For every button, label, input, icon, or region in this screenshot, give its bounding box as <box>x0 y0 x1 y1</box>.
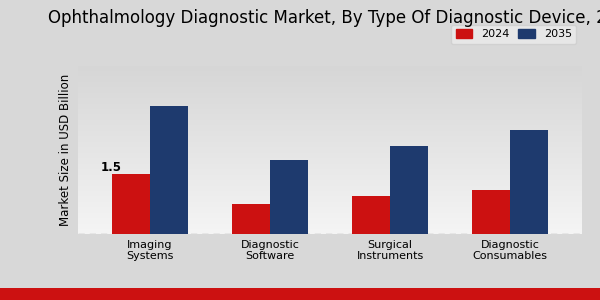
Bar <box>270 160 308 234</box>
Y-axis label: Market Size in USD Billion: Market Size in USD Billion <box>59 74 73 226</box>
Bar <box>510 130 548 234</box>
Bar <box>352 196 390 234</box>
Bar <box>232 204 270 234</box>
Bar <box>390 146 428 234</box>
Bar <box>112 174 150 234</box>
Legend: 2024, 2035: 2024, 2035 <box>451 25 577 44</box>
Text: Ophthalmology Diagnostic Market, By Type Of Diagnostic Device, 2024 & 203: Ophthalmology Diagnostic Market, By Type… <box>48 9 600 27</box>
Bar <box>150 106 188 234</box>
Text: 1.5: 1.5 <box>101 161 122 174</box>
Bar <box>472 190 510 234</box>
